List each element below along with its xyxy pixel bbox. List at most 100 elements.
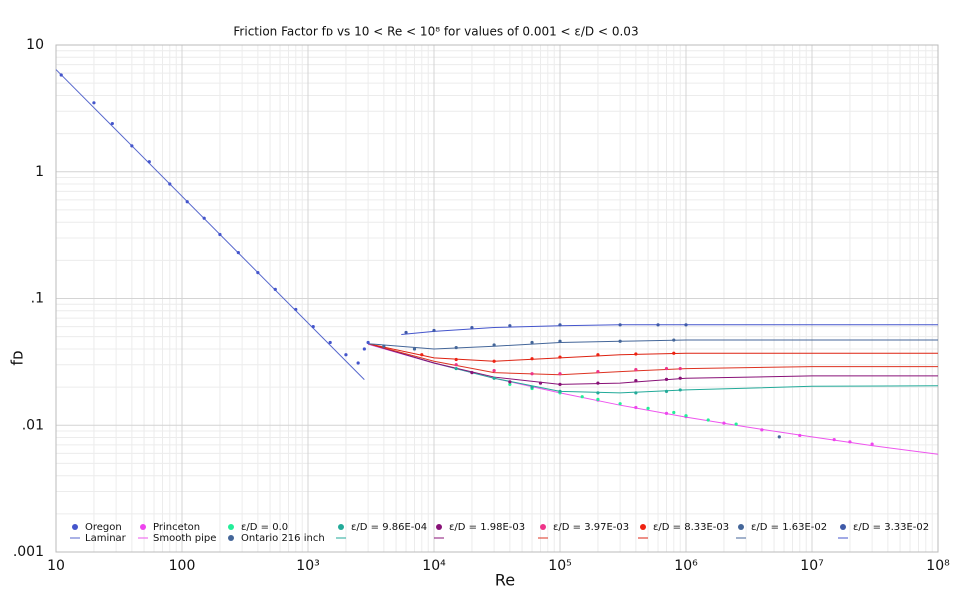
- legend-marker: [228, 535, 234, 541]
- data-point: [558, 389, 562, 393]
- data-point: [596, 391, 600, 395]
- data-point: [760, 428, 764, 432]
- y-tick-label: .01: [22, 417, 44, 433]
- data-point: [538, 381, 543, 385]
- data-point: [777, 435, 781, 439]
- data-point: [684, 414, 688, 418]
- legend-marker: [72, 524, 78, 530]
- data-point: [664, 411, 669, 416]
- legend-marker: [436, 524, 442, 530]
- legend-label: Oregon: [85, 522, 122, 533]
- data-point: [420, 353, 424, 357]
- data-point: [848, 440, 852, 444]
- legend-marker: [540, 524, 546, 530]
- x-tick-label: 10³: [296, 558, 319, 574]
- curve: [368, 343, 938, 362]
- data-point: [664, 377, 669, 382]
- legend-marker: [140, 524, 146, 530]
- data-point: [412, 347, 417, 351]
- data-point: [218, 232, 222, 237]
- data-point: [404, 330, 408, 335]
- chart-title: Friction Factor fᴅ vs 10 < Re < 10⁸ for …: [233, 25, 638, 39]
- data-point: [530, 340, 534, 345]
- data-point: [678, 388, 682, 392]
- data-point: [634, 352, 638, 356]
- data-point: [168, 182, 172, 186]
- legend-label: Smooth pipe: [153, 533, 216, 544]
- data-point: [558, 355, 562, 359]
- data-point: [508, 380, 512, 384]
- y-axis-label: fᴅ: [8, 350, 27, 365]
- data-point: [110, 121, 114, 126]
- data-point: [618, 339, 622, 343]
- legend-marker: [640, 524, 646, 530]
- data-point: [492, 368, 496, 373]
- x-tick-label: 10: [47, 558, 65, 574]
- data-point: [530, 372, 534, 376]
- data-point: [646, 406, 650, 410]
- data-point: [470, 325, 474, 330]
- data-point: [706, 418, 710, 422]
- data-point: [344, 353, 348, 357]
- curve: [367, 343, 938, 385]
- y-tick-label: 10: [26, 37, 44, 53]
- data-point: [130, 144, 134, 148]
- data-point: [508, 382, 512, 387]
- data-point: [530, 385, 534, 389]
- data-point: [678, 376, 682, 380]
- data-point: [492, 359, 496, 363]
- data-point: [508, 324, 512, 328]
- data-point: [832, 438, 836, 442]
- data-point: [580, 395, 584, 399]
- data-point: [558, 382, 562, 387]
- data-point: [492, 343, 496, 347]
- legend-label: ε/D = 3.97E-03: [553, 522, 629, 533]
- data-point: [672, 338, 676, 342]
- data-point: [454, 366, 458, 371]
- x-tick-label: 10⁷: [800, 558, 823, 574]
- data-point: [311, 325, 315, 329]
- data-point: [596, 381, 600, 385]
- data-point: [59, 73, 63, 77]
- data-point: [362, 347, 366, 351]
- x-tick-label: 10⁸: [926, 558, 950, 574]
- data-point: [664, 366, 669, 371]
- data-point: [870, 442, 874, 446]
- legend-label: ε/D = 8.33E-03: [653, 522, 729, 533]
- data-point: [596, 397, 600, 401]
- legend-label: Princeton: [153, 522, 200, 533]
- x-tick-label: 10⁶: [674, 558, 698, 574]
- legend-marker: [338, 524, 344, 530]
- data-point: [634, 367, 638, 372]
- data-point: [328, 340, 332, 345]
- data-point: [672, 410, 676, 415]
- legend-label: ε/D = 9.86E-04: [351, 522, 427, 533]
- data-point: [356, 361, 360, 365]
- curve: [401, 324, 938, 335]
- data-point: [366, 340, 370, 345]
- curve: [368, 339, 938, 350]
- data-point: [672, 351, 676, 355]
- plot-frame: [55, 44, 939, 553]
- legend-label: ε/D = 0.0: [241, 522, 288, 533]
- data-point: [432, 328, 436, 333]
- data-point: [530, 357, 534, 361]
- data-point: [147, 160, 151, 164]
- data-point: [236, 251, 240, 255]
- data-point: [294, 307, 298, 312]
- data-point: [558, 339, 562, 343]
- data-point: [722, 421, 726, 425]
- x-tick-label: 100: [169, 558, 196, 574]
- data-point: [382, 344, 386, 348]
- data-point: [678, 366, 682, 371]
- data-point: [634, 405, 638, 410]
- data-point: [92, 101, 96, 105]
- data-point: [273, 287, 277, 291]
- data-point: [470, 371, 474, 375]
- data-point: [798, 433, 802, 438]
- data-point: [558, 372, 562, 376]
- curve: [367, 343, 939, 394]
- data-point: [734, 422, 738, 426]
- curve: [55, 69, 365, 380]
